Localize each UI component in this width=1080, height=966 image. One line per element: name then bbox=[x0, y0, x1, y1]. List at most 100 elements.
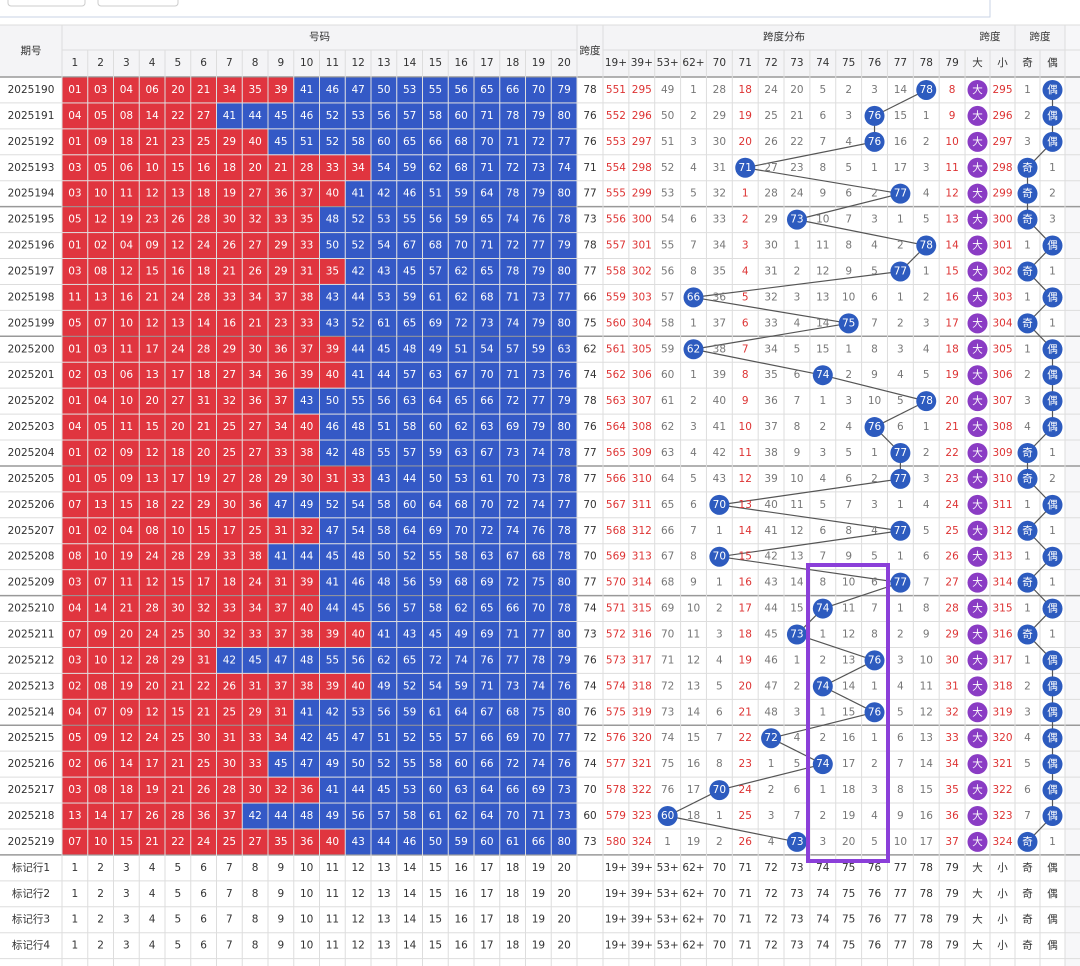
number-cell bbox=[526, 284, 551, 310]
number-cell bbox=[191, 388, 216, 414]
number-cell bbox=[397, 518, 422, 544]
number-cell bbox=[139, 103, 165, 129]
omission: 34 bbox=[764, 343, 778, 355]
footer-cell: 72 bbox=[764, 914, 777, 926]
omission: 552 bbox=[606, 110, 626, 122]
number-cell bbox=[371, 103, 397, 129]
omission: 37 bbox=[945, 836, 958, 848]
number-cell bbox=[114, 492, 139, 518]
number-cell bbox=[500, 673, 525, 699]
omission: 559 bbox=[606, 291, 626, 303]
number: 37 bbox=[223, 810, 236, 822]
span: 78 bbox=[583, 395, 596, 407]
footer-cell: 13 bbox=[377, 940, 390, 952]
number: 34 bbox=[351, 162, 365, 174]
omission: 7 bbox=[690, 240, 697, 252]
number-cell bbox=[320, 725, 345, 751]
footer-cell: 8 bbox=[252, 940, 259, 952]
hit-ball bbox=[735, 157, 756, 178]
footer-cell: 9 bbox=[278, 888, 285, 900]
number-cell bbox=[294, 388, 319, 414]
number-cell bbox=[448, 751, 474, 777]
number-cell bbox=[500, 570, 525, 596]
footer-cell: 16 bbox=[454, 862, 468, 874]
omission: 304 bbox=[632, 317, 652, 329]
toolbar-button[interactable] bbox=[97, 0, 179, 7]
number: 08 bbox=[120, 110, 133, 122]
number: 25 bbox=[197, 758, 210, 770]
omission: 1 bbox=[897, 214, 904, 226]
number-cell bbox=[500, 544, 525, 570]
number-cell bbox=[320, 751, 345, 777]
number-cell bbox=[551, 388, 577, 414]
number-cell bbox=[474, 725, 500, 751]
hit-ball bbox=[916, 391, 937, 412]
number: 28 bbox=[197, 343, 210, 355]
number-cell bbox=[62, 310, 88, 336]
number: 14 bbox=[197, 317, 211, 329]
number-cell bbox=[217, 673, 242, 699]
footer-cell: 9 bbox=[278, 914, 285, 926]
footer-cell: 77 bbox=[894, 940, 907, 952]
number-cell bbox=[320, 310, 345, 336]
number-cell bbox=[551, 362, 577, 388]
bs-count: 309 bbox=[992, 447, 1012, 459]
number-cell bbox=[114, 362, 139, 388]
number: 05 bbox=[94, 473, 107, 485]
number-cell bbox=[371, 751, 397, 777]
hit-value: 62 bbox=[687, 343, 700, 355]
number-cell bbox=[139, 181, 165, 207]
number: 34 bbox=[248, 369, 262, 381]
hit-value: 73 bbox=[790, 836, 803, 848]
footer-cell: 79 bbox=[945, 862, 958, 874]
omission: 321 bbox=[632, 758, 652, 770]
number-cell bbox=[139, 647, 165, 673]
number: 02 bbox=[68, 680, 81, 692]
hit-value: 77 bbox=[894, 473, 907, 485]
omission: 1 bbox=[871, 732, 878, 744]
footer-cell: 70 bbox=[713, 940, 726, 952]
number: 73 bbox=[506, 447, 519, 459]
number-cell bbox=[114, 829, 139, 855]
number-cell bbox=[371, 181, 397, 207]
number-cell bbox=[500, 336, 525, 362]
number-cell bbox=[191, 207, 216, 233]
number: 12 bbox=[120, 265, 133, 277]
oe-ball bbox=[1042, 650, 1063, 671]
number: 70 bbox=[532, 603, 545, 615]
omission: 5 bbox=[871, 836, 878, 848]
number: 80 bbox=[557, 421, 570, 433]
number: 34 bbox=[248, 603, 262, 615]
number-cell bbox=[345, 751, 371, 777]
number-cell bbox=[88, 181, 113, 207]
footer-cell: 73 bbox=[790, 914, 803, 926]
issue: 2025218 bbox=[8, 810, 55, 822]
number-cell bbox=[268, 699, 294, 725]
number: 25 bbox=[223, 836, 236, 848]
number-cell bbox=[242, 518, 268, 544]
number: 79 bbox=[532, 317, 545, 329]
omission: 1 bbox=[742, 188, 749, 200]
number: 11 bbox=[120, 577, 133, 589]
number-cell bbox=[551, 673, 577, 699]
number-cell bbox=[294, 414, 319, 440]
number: 09 bbox=[145, 240, 158, 252]
omission: 1 bbox=[897, 291, 904, 303]
number-cell bbox=[551, 544, 577, 570]
number-cell bbox=[139, 310, 165, 336]
number: 28 bbox=[223, 784, 236, 796]
number: 64 bbox=[480, 784, 494, 796]
number: 08 bbox=[94, 784, 107, 796]
number: 43 bbox=[377, 265, 390, 277]
footer-cell: 4 bbox=[149, 940, 156, 952]
number-cell bbox=[551, 699, 577, 725]
toolbar-button[interactable] bbox=[7, 0, 86, 7]
footer-cell: 71 bbox=[739, 914, 752, 926]
number: 20 bbox=[171, 421, 184, 433]
number: 65 bbox=[480, 265, 493, 277]
issue: 2025198 bbox=[8, 291, 55, 303]
omission: 18 bbox=[739, 84, 752, 96]
number-cell bbox=[551, 103, 577, 129]
number-cell bbox=[423, 544, 448, 570]
number-cell bbox=[294, 207, 319, 233]
